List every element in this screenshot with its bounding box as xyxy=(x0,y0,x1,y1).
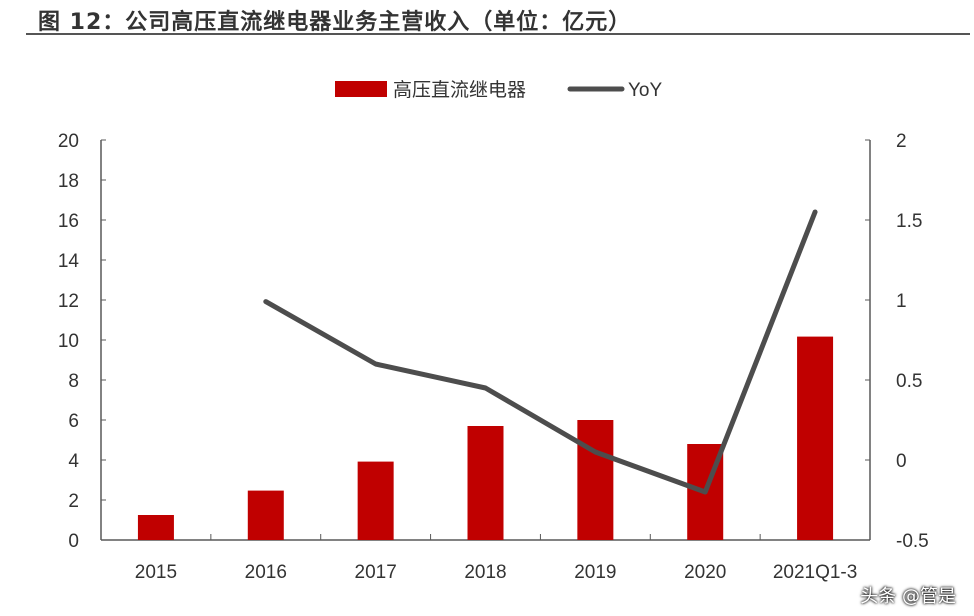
left-tick-label: 4 xyxy=(68,451,79,472)
legend-bar-swatch xyxy=(335,81,387,97)
legend-bar-label: 高压直流继电器 xyxy=(393,79,526,101)
left-tick-label: 8 xyxy=(68,371,79,392)
left-tick-label: 2 xyxy=(68,491,79,512)
x-tick-label: 2019 xyxy=(574,562,616,583)
right-tick-label: 0 xyxy=(896,451,907,472)
left-tick-label: 16 xyxy=(58,211,79,232)
left-tick-label: 12 xyxy=(58,291,79,312)
x-tick-label: 2020 xyxy=(684,562,726,583)
x-tick-label: 2021Q1-3 xyxy=(773,562,858,583)
right-tick-label: 2 xyxy=(896,131,907,152)
left-tick-label: 10 xyxy=(58,331,79,352)
legend-line-label: YoY xyxy=(628,80,662,101)
left-tick-label: 18 xyxy=(58,171,79,192)
bar-2015 xyxy=(137,515,174,540)
bar-2021Q1-3 xyxy=(797,336,834,540)
bar-2017 xyxy=(357,461,394,540)
x-tick-label: 2016 xyxy=(245,562,287,583)
bar-2019 xyxy=(577,420,614,540)
left-tick-label: 0 xyxy=(68,531,79,552)
right-tick-label: -0.5 xyxy=(896,531,929,552)
right-tick-label: 0.5 xyxy=(896,371,922,392)
title-rule xyxy=(26,33,970,35)
right-tick-label: 1 xyxy=(896,291,907,312)
yoy-line xyxy=(263,209,818,495)
bar-2018 xyxy=(467,426,504,540)
left-tick-label: 20 xyxy=(58,131,79,152)
bar-2016 xyxy=(247,490,284,540)
watermark: 头条 @管是 xyxy=(860,586,956,607)
left-tick-label: 6 xyxy=(68,411,79,432)
right-tick-label: 1.5 xyxy=(896,211,922,232)
x-tick-label: 2015 xyxy=(135,562,177,583)
x-tick-label: 2018 xyxy=(464,562,506,583)
chart-title: 图 12：公司高压直流继电器业务主营收入（单位：亿元） xyxy=(38,10,632,35)
x-tick-label: 2017 xyxy=(355,562,397,583)
left-tick-label: 14 xyxy=(58,251,80,272)
